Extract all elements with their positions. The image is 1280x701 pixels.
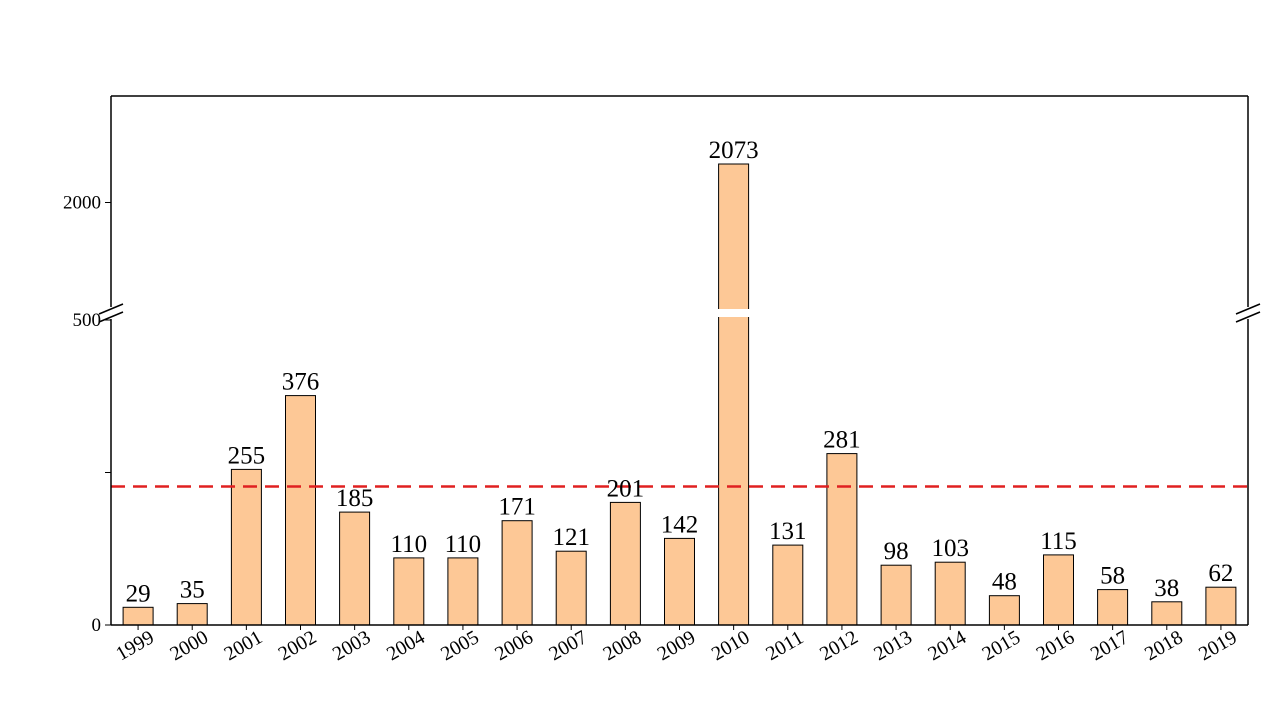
bar-2004 (393, 557, 425, 626)
x-tick-label: 2008 (600, 626, 646, 665)
y-tick-label: 0 (92, 615, 102, 636)
bar-2001 (230, 468, 262, 626)
bar-value-label: 121 (552, 524, 590, 551)
x-tick-label: 2001 (221, 626, 267, 665)
x-tick-label: 2012 (816, 626, 862, 665)
bar-1999 (122, 606, 154, 626)
bar-2018 (1151, 601, 1183, 626)
bar-value-label: 110 (391, 531, 428, 558)
bar-value-label: 48 (992, 569, 1017, 596)
x-tick-label: 2006 (491, 626, 537, 665)
bar-value-label: 201 (607, 475, 645, 502)
bar-2013 (880, 564, 912, 626)
right-axis-break-mark (1235, 311, 1261, 323)
x-tick-label: 2000 (166, 626, 212, 665)
bar-value-label: 29 (126, 580, 151, 607)
bar-2008 (609, 501, 641, 626)
bar-2016 (1043, 554, 1074, 626)
bar-value-label: 98 (884, 538, 909, 565)
x-tick-label: 2011 (762, 626, 807, 665)
bar-2005 (447, 557, 479, 626)
bar-value-label: 35 (180, 577, 205, 604)
bar-value-label: 38 (1154, 575, 1179, 602)
x-tick-label: 2010 (708, 626, 754, 665)
bar-value-label: 171 (498, 494, 536, 521)
bar-2015 (988, 595, 1020, 626)
x-tick-label: 2017 (1087, 626, 1133, 665)
x-tick-label: 2015 (979, 626, 1025, 665)
bar-value-label: 376 (282, 369, 320, 396)
x-tick-label: 2019 (1195, 626, 1241, 665)
y-tick-label: 500 (73, 310, 102, 331)
x-tick-label: 2005 (437, 626, 483, 665)
bar-2019 (1205, 586, 1237, 626)
bar-2007 (555, 550, 587, 626)
bar-2002 (285, 395, 316, 626)
bar-value-label: 58 (1100, 563, 1125, 590)
x-tick-label: 2016 (1033, 626, 1079, 665)
x-tick-label: 2018 (1141, 626, 1187, 665)
bar-value-label: 103 (931, 535, 969, 562)
bar-2012 (826, 453, 858, 626)
bar-2011 (772, 544, 804, 626)
y-tick-label: 2000 (63, 193, 101, 214)
bar-value-label: 115 (1040, 528, 1077, 555)
plot-area (98, 95, 1261, 630)
x-tick-label: 1999 (112, 626, 158, 665)
bar-2009 (664, 537, 695, 626)
bar-value-label: 255 (228, 442, 266, 469)
left-axis-break-mark (98, 311, 124, 323)
bar-2000 (176, 603, 208, 626)
bar-value-label: 281 (823, 427, 861, 454)
bar-value-label: 62 (1208, 560, 1233, 587)
bar-break-gap (717, 309, 750, 317)
x-tick-label: 2013 (870, 626, 916, 665)
bar-value-label: 110 (445, 531, 482, 558)
bar-value-label: 142 (661, 511, 699, 538)
bar-value-label: 2073 (709, 137, 759, 164)
x-tick-label: 2014 (924, 626, 970, 665)
x-tick-label: 2002 (275, 626, 321, 665)
bar-2014 (934, 561, 966, 626)
bar-2010 (718, 163, 750, 626)
bar-value-label: 185 (336, 485, 374, 512)
left-axis-break-mark (98, 303, 124, 315)
bar-2003 (339, 511, 371, 626)
x-tick-label: 2009 (654, 626, 700, 665)
x-tick-label: 2004 (383, 626, 429, 665)
bar-value-label: 131 (769, 518, 807, 545)
bar-2006 (501, 520, 533, 626)
x-tick-label: 2003 (329, 626, 375, 665)
right-axis-break-mark (1235, 303, 1261, 315)
x-tick-label: 2007 (545, 626, 591, 665)
bar-2017 (1097, 589, 1129, 626)
